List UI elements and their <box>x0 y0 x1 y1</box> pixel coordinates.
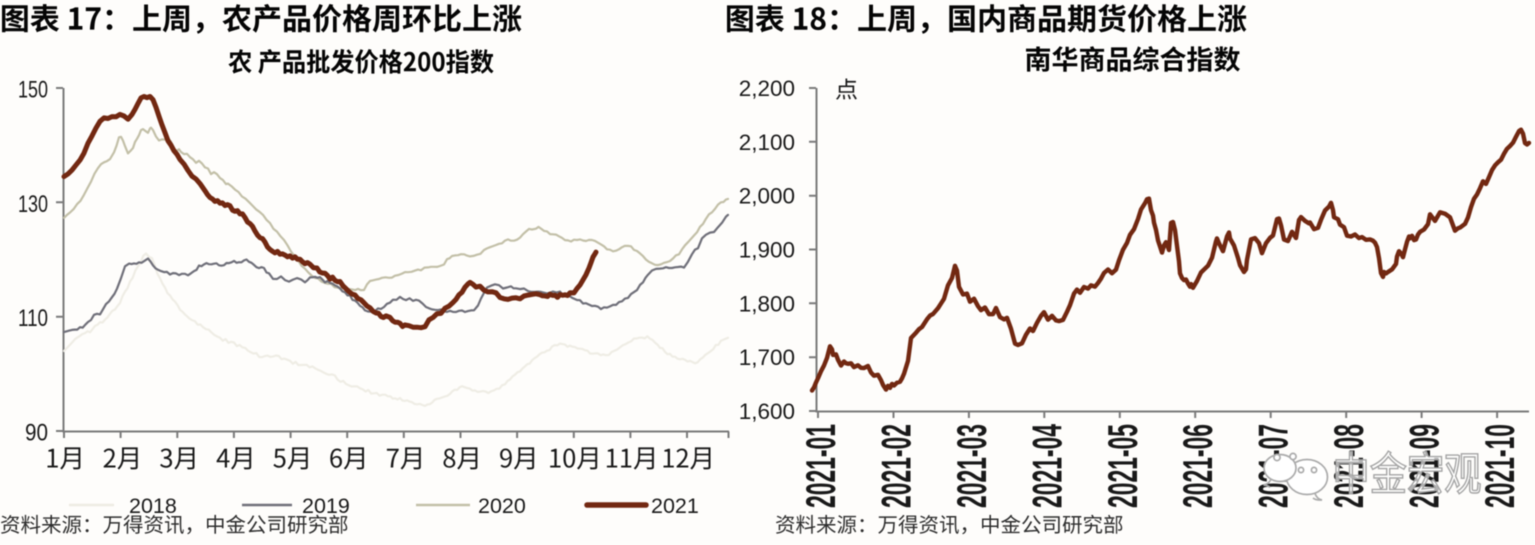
svg-text:2020: 2020 <box>478 494 526 518</box>
svg-text:2021-02: 2021-02 <box>873 424 920 508</box>
svg-text:2021: 2021 <box>651 494 699 518</box>
svg-text:110: 110 <box>18 305 48 332</box>
svg-text:2021-10: 2021-10 <box>1477 424 1524 508</box>
svg-text:2019: 2019 <box>302 494 350 518</box>
svg-text:1,600: 1,600 <box>739 399 795 424</box>
svg-text:2021-06: 2021-06 <box>1175 424 1222 508</box>
svg-text:1,900: 1,900 <box>739 238 795 263</box>
svg-text:130: 130 <box>18 191 48 218</box>
svg-text:2018: 2018 <box>129 494 177 518</box>
svg-text:2,000: 2,000 <box>739 184 795 209</box>
svg-text:90: 90 <box>25 420 48 447</box>
svg-text:2,200: 2,200 <box>739 76 795 101</box>
svg-text:150: 150 <box>18 77 48 104</box>
svg-text:2021-01: 2021-01 <box>798 424 845 508</box>
svg-text:1,700: 1,700 <box>739 345 795 370</box>
svg-text:2021-03: 2021-03 <box>949 424 996 508</box>
svg-text:2,100: 2,100 <box>739 130 795 155</box>
svg-text:2021-04: 2021-04 <box>1024 424 1071 508</box>
svg-text:2021-05: 2021-05 <box>1100 424 1147 508</box>
svg-text:1,800: 1,800 <box>739 291 795 316</box>
svg-text:2021-09: 2021-09 <box>1401 424 1448 508</box>
